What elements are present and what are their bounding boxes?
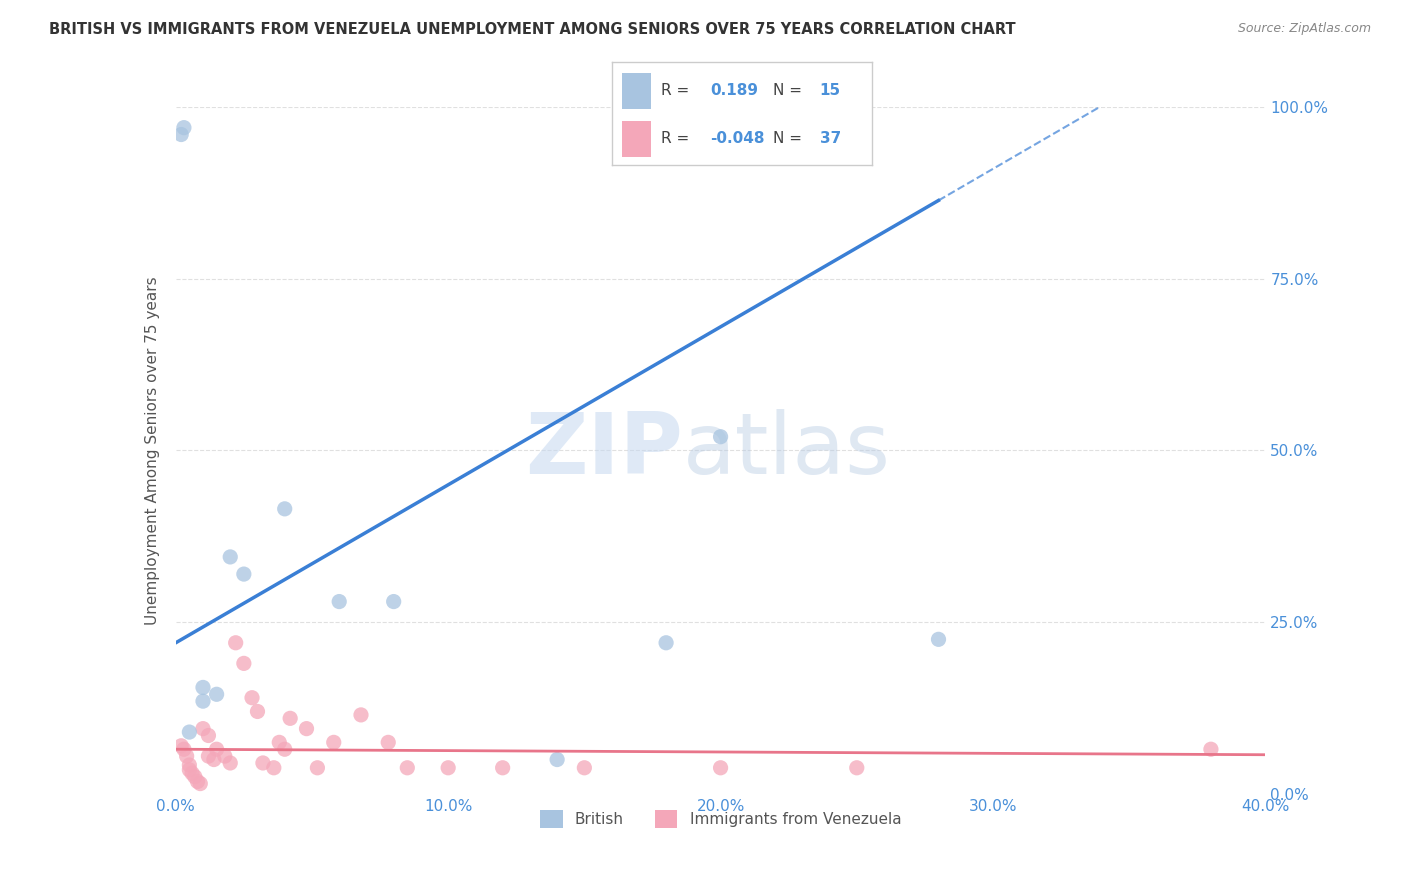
Point bbox=[191, 722, 214, 736]
Point bbox=[205, 687, 228, 701]
Point bbox=[232, 567, 254, 582]
Text: BRITISH VS IMMIGRANTS FROM VENEZUELA UNEMPLOYMENT AMONG SENIORS OVER 75 YEARS CO: BRITISH VS IMMIGRANTS FROM VENEZUELA UNE… bbox=[49, 22, 1015, 37]
Point bbox=[170, 739, 193, 753]
Point bbox=[928, 632, 950, 647]
Point bbox=[269, 735, 291, 749]
Point bbox=[274, 742, 297, 756]
Point bbox=[655, 636, 678, 650]
Point bbox=[191, 681, 214, 695]
Point bbox=[179, 758, 201, 772]
Point bbox=[295, 722, 318, 736]
Point bbox=[219, 756, 242, 770]
Point bbox=[181, 766, 204, 780]
Text: ZIP: ZIP bbox=[524, 409, 682, 492]
Point bbox=[232, 657, 254, 671]
Point bbox=[396, 761, 419, 775]
Text: Source: ZipAtlas.com: Source: ZipAtlas.com bbox=[1237, 22, 1371, 36]
Point bbox=[322, 735, 344, 749]
Point bbox=[173, 120, 195, 135]
Y-axis label: Unemployment Among Seniors over 75 years: Unemployment Among Seniors over 75 years bbox=[145, 277, 160, 624]
Text: R =: R = bbox=[661, 131, 689, 146]
Point bbox=[246, 705, 269, 719]
Point bbox=[170, 128, 193, 142]
Text: N =: N = bbox=[773, 83, 801, 98]
Text: R =: R = bbox=[661, 83, 689, 98]
Point bbox=[202, 753, 225, 767]
Point bbox=[1199, 742, 1222, 756]
Point bbox=[710, 430, 733, 444]
Point bbox=[377, 735, 399, 749]
Point bbox=[225, 636, 247, 650]
FancyBboxPatch shape bbox=[621, 73, 651, 109]
Point bbox=[205, 742, 228, 756]
Point bbox=[173, 742, 195, 756]
Point bbox=[179, 763, 201, 777]
Point bbox=[278, 711, 301, 725]
Text: 0.189: 0.189 bbox=[710, 83, 758, 98]
Point bbox=[328, 594, 350, 608]
Point bbox=[263, 761, 285, 775]
Point bbox=[214, 749, 236, 764]
Point bbox=[191, 694, 214, 708]
Legend: British, Immigrants from Venezuela: British, Immigrants from Venezuela bbox=[534, 804, 907, 834]
Text: N =: N = bbox=[773, 131, 801, 146]
Point bbox=[219, 549, 242, 564]
Point bbox=[197, 729, 219, 743]
Point bbox=[710, 761, 733, 775]
Point bbox=[186, 774, 209, 789]
Point bbox=[179, 725, 201, 739]
Point bbox=[197, 749, 219, 764]
Point bbox=[437, 761, 460, 775]
Text: -0.048: -0.048 bbox=[710, 131, 765, 146]
Point bbox=[382, 594, 405, 608]
FancyBboxPatch shape bbox=[621, 121, 651, 157]
Point bbox=[350, 707, 373, 722]
Point bbox=[274, 501, 297, 516]
Text: 15: 15 bbox=[820, 83, 841, 98]
Point bbox=[845, 761, 868, 775]
Point bbox=[240, 690, 263, 705]
Point bbox=[184, 770, 207, 784]
Point bbox=[252, 756, 274, 770]
Point bbox=[188, 776, 211, 790]
Point bbox=[176, 749, 198, 764]
Text: atlas: atlas bbox=[682, 409, 890, 492]
Point bbox=[492, 761, 515, 775]
Point bbox=[307, 761, 329, 775]
Text: 37: 37 bbox=[820, 131, 841, 146]
Point bbox=[546, 753, 568, 767]
Point bbox=[574, 761, 596, 775]
